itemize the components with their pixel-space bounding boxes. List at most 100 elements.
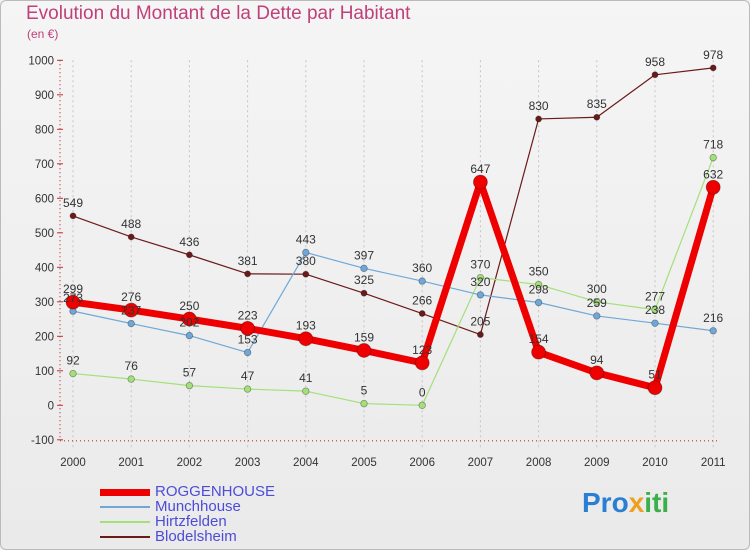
legend-label: ROGGENHOUSE (155, 483, 276, 500)
data-label: 360 (412, 261, 432, 275)
data-label: 830 (529, 99, 549, 113)
data-point-blodelsheim (709, 64, 717, 72)
x-tick-label: 2002 (177, 457, 203, 469)
data-point-munchhouse (243, 348, 252, 357)
y-tick-label: 400 (35, 262, 54, 274)
legend-label: Hirtzfelden (155, 513, 227, 530)
y-tick-label: 300 (35, 297, 54, 309)
logo-part-3: iti (644, 487, 670, 518)
legend-swatch (100, 521, 150, 523)
data-label: 381 (238, 254, 258, 268)
data-point-blodelsheim (69, 212, 77, 220)
data-label: 350 (529, 265, 549, 279)
data-point-munchhouse (360, 264, 368, 273)
data-point-munchhouse (127, 319, 135, 328)
x-tick-label: 2007 (468, 457, 494, 469)
data-point-roggenhouse (531, 344, 546, 360)
x-tick-label: 2006 (409, 457, 435, 469)
data-point-munchhouse (302, 248, 310, 257)
x-tick-label: 2008 (526, 457, 552, 469)
y-tick-label: 100 (35, 366, 54, 378)
data-point-hirtzfelden (185, 381, 194, 390)
data-label: 958 (645, 55, 665, 69)
data-label: 273 (63, 291, 83, 305)
legend-swatch (100, 536, 150, 538)
data-label: 443 (296, 232, 316, 246)
legend-label: Munchhouse (155, 498, 241, 515)
data-point-munchhouse (534, 298, 543, 307)
data-point-hirtzfelden (69, 369, 77, 378)
data-point-hirtzfelden (360, 399, 368, 408)
data-label: 549 (63, 196, 83, 210)
data-label: 325 (354, 273, 374, 287)
data-point-blodelsheim (651, 71, 659, 79)
data-label: 397 (354, 248, 374, 262)
data-point-hirtzfelden (709, 153, 717, 162)
data-label: 488 (121, 217, 141, 231)
data-label: 202 (179, 316, 199, 330)
x-tick-label: 2004 (293, 457, 319, 469)
data-point-roggenhouse (472, 174, 488, 190)
data-point-roggenhouse (705, 179, 721, 195)
data-point-roggenhouse (356, 343, 372, 358)
data-point-hirtzfelden (418, 401, 426, 409)
x-tick-label: 2003 (235, 457, 261, 469)
data-label: 51 (648, 368, 662, 382)
legend-swatch (100, 506, 150, 508)
y-tick-label: 1000 (28, 55, 54, 67)
y-tick-label: -100 (31, 435, 54, 447)
data-point-blodelsheim (127, 233, 135, 241)
data-label: 216 (703, 311, 723, 325)
data-label: 57 (183, 366, 197, 380)
data-point-munchhouse (651, 319, 659, 327)
data-label: 250 (179, 299, 199, 313)
data-label: 193 (296, 319, 316, 333)
data-label: 835 (587, 97, 607, 111)
data-point-blodelsheim (535, 115, 542, 123)
chart-title: Evolution du Montant de la Dette par Hab… (26, 3, 411, 24)
data-point-roggenhouse (181, 311, 197, 327)
x-tick-label: 2009 (584, 457, 610, 469)
data-label: 41 (299, 371, 313, 385)
data-label: 159 (354, 330, 374, 344)
data-point-munchhouse (709, 327, 717, 335)
data-point-blodelsheim (593, 113, 601, 121)
data-label: 5 (361, 384, 368, 398)
data-label: 76 (125, 359, 139, 373)
series-line-roggenhouse (69, 178, 717, 392)
x-tick-label: 2001 (118, 457, 144, 469)
data-label: 94 (590, 353, 604, 367)
x-tick-label: 2011 (701, 457, 726, 469)
data-point-hirtzfelden (302, 387, 310, 395)
data-label: 647 (470, 162, 490, 176)
data-label: 266 (412, 294, 432, 308)
data-label: 299 (63, 282, 83, 296)
logo-part-1: Pro (582, 487, 629, 518)
y-tick-label: 200 (35, 331, 54, 343)
y-tick-label: 800 (35, 124, 54, 136)
data-point-hirtzfelden (651, 306, 659, 314)
data-label: 153 (238, 333, 258, 347)
data-point-blodelsheim (476, 331, 484, 338)
data-label: 300 (587, 282, 607, 296)
data-point-hirtzfelden (243, 385, 252, 393)
data-label: 370 (470, 258, 490, 272)
data-label: 92 (66, 354, 80, 368)
data-label: 0 (419, 385, 426, 399)
x-tick-label: 2005 (351, 457, 377, 469)
data-point-munchhouse (185, 331, 194, 340)
logo-part-2: x (628, 487, 645, 518)
data-label: 238 (645, 303, 665, 317)
data-label: 978 (703, 48, 723, 62)
data-point-munchhouse (476, 291, 485, 299)
data-label: 237 (121, 304, 141, 318)
data-point-blodelsheim (360, 289, 368, 297)
chart-subtitle: (en €) (27, 27, 59, 41)
data-label: 277 (645, 290, 665, 304)
data-point-roggenhouse (65, 294, 81, 310)
data-point-blodelsheim (302, 270, 310, 278)
x-tick-label: 2000 (60, 457, 86, 469)
data-label: 47 (241, 369, 255, 383)
